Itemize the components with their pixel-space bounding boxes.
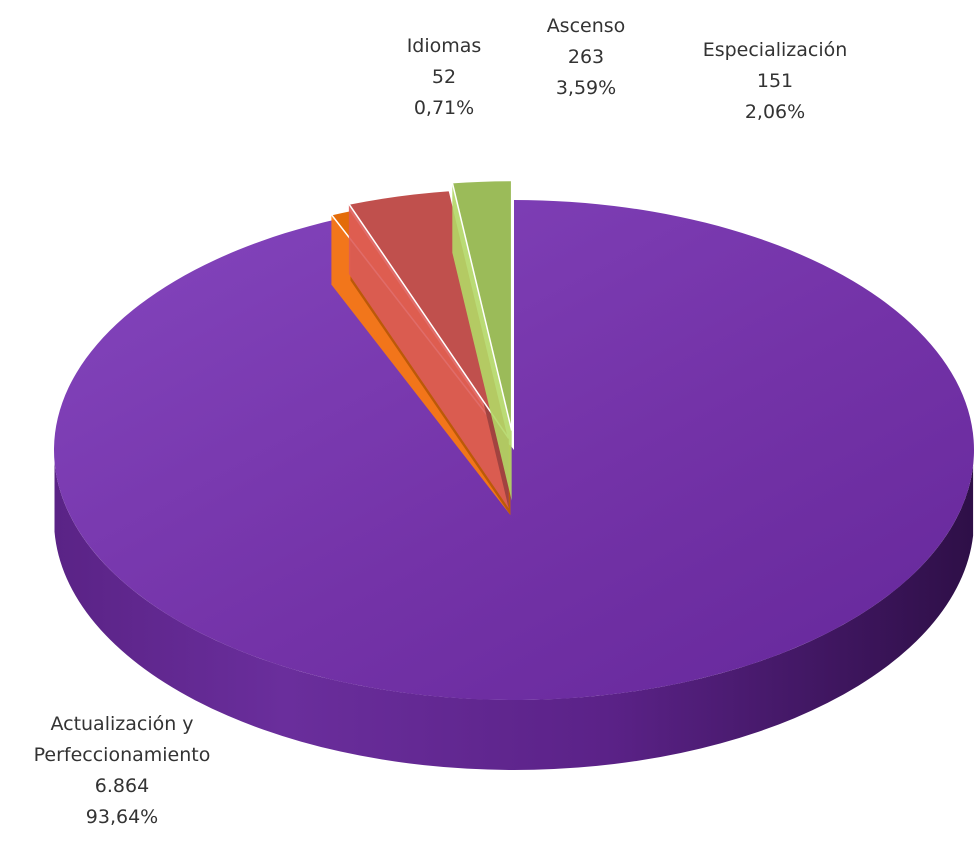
pie-slice-wall-4-1: [452, 182, 512, 501]
data-label-1-line-4: 93,64%: [86, 806, 158, 828]
data-label-2: Idiomas 52 0,71%: [407, 35, 482, 119]
data-label-1-line-1: Actualización y: [50, 713, 193, 735]
data-label-3-line-2: 263: [568, 46, 604, 68]
data-label-2-line-2: 52: [432, 66, 456, 88]
pie-slice-4: [451, 179, 513, 501]
pie-slice-wall-3-1: [348, 203, 509, 509]
data-label-1: Actualización y Perfeccionamiento 6.864 93,…: [34, 713, 211, 828]
pie-slice-side-1: [54, 461, 974, 770]
data-label-1-line-3: 6.864: [95, 775, 149, 797]
pie-slice-top-3: [347, 189, 510, 439]
pie-slice-top-1: [53, 200, 974, 700]
data-label-3: Ascenso 263 3,59%: [547, 15, 626, 99]
data-label-1-line-2: Perfeccionamiento: [34, 744, 211, 766]
data-label-3-line-1: Ascenso: [547, 15, 626, 37]
data-label-4-line-3: 2,06%: [745, 101, 805, 123]
data-label-4: Especialización 151 2,06%: [703, 39, 848, 123]
data-label-4-line-1: Especialización: [703, 39, 848, 61]
data-label-4-line-2: 151: [757, 70, 793, 92]
data-label-2-line-1: Idiomas: [407, 35, 482, 57]
data-label-2-line-3: 0,71%: [414, 97, 474, 119]
data-label-3-line-3: 3,59%: [556, 77, 616, 99]
pie-slice-top-4: [451, 179, 513, 431]
pie-slice-1: [53, 200, 974, 770]
